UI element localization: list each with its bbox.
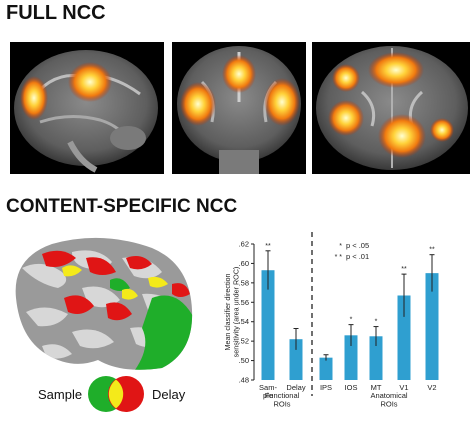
- classifier-sensitivity-chart: .48 .50 .52 .54 .56 .58 .60 .62 Mean classifier…: [214, 228, 474, 418]
- legend-delay-label: Delay: [152, 387, 186, 402]
- sagittal-brain-slice: [10, 42, 164, 174]
- significance-key: * p < .05* * p < .01: [335, 241, 370, 261]
- significance-marker: **: [401, 266, 407, 273]
- activation-blob: [430, 118, 454, 142]
- bar: [344, 335, 358, 380]
- key-marker: * *: [335, 254, 343, 261]
- x-axis-tick-labels: Sam-ple Delay IPS IOS MT V1 V2: [259, 383, 437, 400]
- content-specific-ncc-heading: CONTENT-SPECIFIC NCC: [6, 196, 238, 217]
- activation-blob: [264, 78, 300, 126]
- x-tick-label: Delay: [286, 383, 305, 392]
- bar: [289, 339, 303, 380]
- y-axis-label: Mean classifier directionsensitivity (ar…: [223, 267, 241, 358]
- significance-marker: *: [350, 317, 353, 324]
- y-tick-label: .54: [239, 317, 249, 326]
- x-tick-label: V2: [427, 383, 436, 392]
- full-ncc-heading: FULL NCC: [6, 2, 106, 24]
- activation-blob: [332, 64, 360, 92]
- bar: [319, 357, 333, 380]
- significance-marker: **: [429, 247, 435, 254]
- bars: *** *****: [261, 243, 439, 380]
- bar: [397, 295, 411, 380]
- key-text: p < .05: [346, 241, 369, 250]
- y-tick-label: .60: [239, 259, 249, 268]
- y-tick-label: .52: [239, 337, 249, 346]
- legend-sample-label: Sample: [38, 387, 82, 402]
- significance-marker: *: [375, 319, 378, 326]
- activation-blob: [328, 100, 364, 136]
- bar: [261, 270, 275, 380]
- x-tick-label: IPS: [320, 383, 332, 392]
- activation-blob: [222, 55, 256, 93]
- bar: [369, 336, 383, 380]
- inflated-cortex-surface: [2, 228, 198, 374]
- y-tick-label: .50: [239, 356, 249, 365]
- y-tick-label: .58: [239, 278, 249, 287]
- activation-blob: [20, 76, 48, 120]
- x-tick-label: Sam-ple: [259, 383, 277, 400]
- activation-blob: [378, 114, 426, 158]
- roi-group-labels: Functional ROIs Anatomical ROIs: [265, 391, 408, 409]
- significance-marker: **: [265, 243, 271, 250]
- overlap-legend: Sample Delay: [2, 372, 226, 416]
- key-marker: *: [339, 243, 342, 250]
- x-tick-label: MT: [371, 383, 382, 392]
- x-tick-label: V1: [399, 383, 408, 392]
- group-label: Anatomical ROIs: [370, 391, 407, 409]
- x-tick-label: IOS: [345, 383, 358, 392]
- coronal-brain-slice: [172, 42, 306, 174]
- activation-blob: [68, 62, 112, 102]
- bar: [425, 273, 439, 380]
- y-tick-label: .48: [239, 376, 249, 385]
- y-tick-label: .62: [239, 240, 249, 249]
- y-tick-label: .56: [239, 298, 249, 307]
- key-text: p < .01: [346, 252, 369, 261]
- activation-blob: [180, 82, 216, 126]
- axial-brain-slice: [312, 42, 470, 174]
- activation-blob: [368, 52, 424, 88]
- legend-overlap-swatch: [108, 379, 124, 409]
- group-label: Functional ROIs: [265, 391, 300, 409]
- y-axis: .48 .50 .52 .54 .56 .58 .60 .62: [239, 240, 255, 385]
